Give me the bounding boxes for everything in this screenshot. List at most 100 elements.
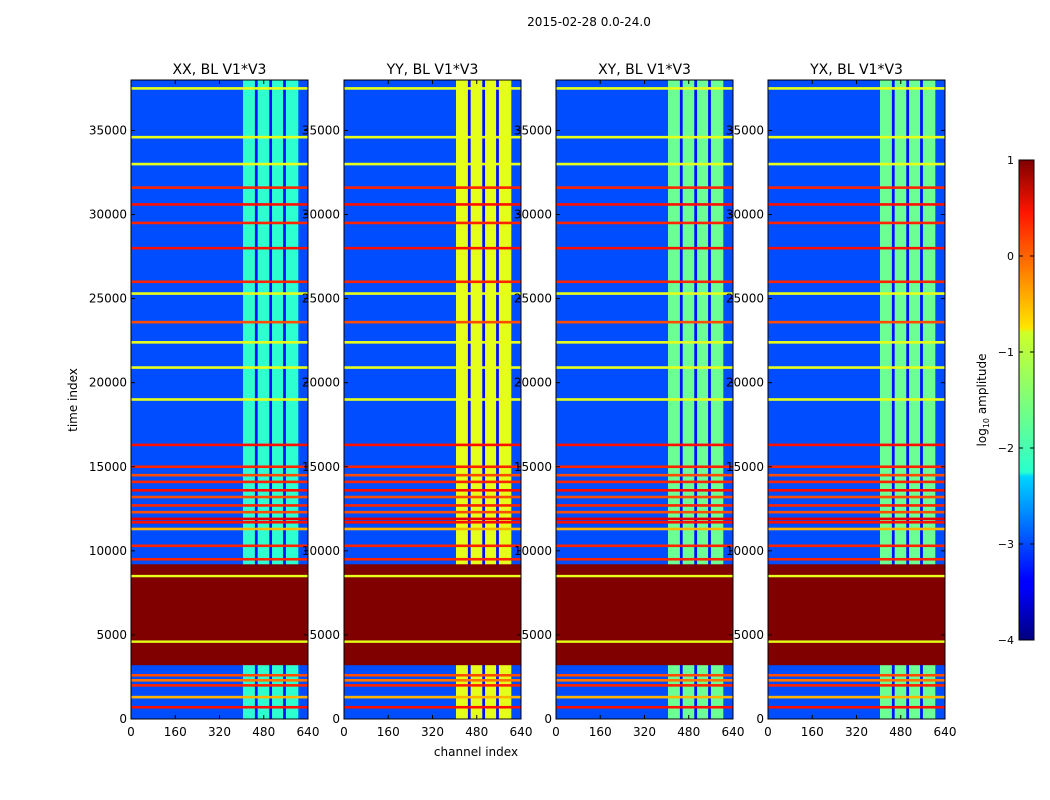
rfi-row bbox=[131, 473, 308, 477]
panels-group: XX, BL V1*V3 0 160 320 480 640 0 5000 10000 15000… bbox=[89, 62, 957, 739]
rfi-row bbox=[131, 398, 308, 401]
rfi-row bbox=[768, 679, 945, 682]
panel-image bbox=[768, 80, 945, 719]
rfi-row bbox=[131, 705, 308, 709]
y-tick-label: 15000 bbox=[726, 460, 764, 474]
rfi-row bbox=[556, 465, 733, 469]
colorbar-tick-label: −2 bbox=[998, 442, 1014, 455]
x-tick-label: 480 bbox=[677, 725, 700, 739]
x-tick-label: 0 bbox=[764, 725, 772, 739]
rfi-row bbox=[131, 684, 308, 687]
panel-image bbox=[556, 80, 733, 719]
rfi-row bbox=[556, 473, 733, 477]
y-tick-label: 30000 bbox=[89, 208, 127, 222]
flagged-line bbox=[556, 574, 733, 578]
colorbar: 1 0 −1 −2 −3 −4 log10 amplitude bbox=[975, 154, 1035, 647]
flagged-line bbox=[556, 640, 733, 643]
rfi-row bbox=[344, 162, 521, 166]
rfi-row bbox=[556, 320, 733, 324]
rfi-row bbox=[768, 473, 945, 477]
rfi-row bbox=[768, 186, 945, 189]
panel-image bbox=[344, 80, 521, 719]
rfi-row bbox=[344, 544, 521, 548]
colorbar-tick-label: 1 bbox=[1007, 154, 1014, 167]
rfi-row bbox=[131, 695, 308, 699]
rfi-row bbox=[344, 473, 521, 477]
rfi-row bbox=[344, 510, 521, 514]
colorbar-gradient bbox=[1018, 159, 1035, 641]
panel-2: XY, BL V1*V3 0 160 320 480 640 0 5000 10000 15000… bbox=[514, 62, 745, 739]
rfi-row bbox=[556, 520, 733, 524]
figure-title: 2015-02-28 0.0-24.0 bbox=[527, 15, 651, 29]
rfi-row bbox=[768, 489, 945, 492]
panel-title: YY, BL V1*V3 bbox=[386, 62, 479, 78]
x-tick-label: 160 bbox=[589, 725, 612, 739]
y-tick-label: 20000 bbox=[302, 376, 340, 390]
rfi-row bbox=[556, 398, 733, 401]
y-tick-label: 35000 bbox=[726, 123, 764, 137]
rfi-row bbox=[768, 221, 945, 225]
rfi-row bbox=[344, 527, 521, 531]
y-tick-label: 10000 bbox=[514, 544, 552, 558]
rfi-row bbox=[556, 480, 733, 484]
panel-title: YX, BL V1*V3 bbox=[809, 62, 903, 78]
rfi-row bbox=[768, 480, 945, 484]
panel-0: XX, BL V1*V3 0 160 320 480 640 0 5000 10000 15000… bbox=[89, 62, 320, 739]
rfi-row bbox=[768, 517, 945, 521]
x-tick-label: 160 bbox=[801, 725, 824, 739]
y-tick-label: 30000 bbox=[726, 208, 764, 222]
rfi-row bbox=[131, 320, 308, 324]
y-tick-label: 25000 bbox=[726, 292, 764, 306]
rfi-row bbox=[768, 398, 945, 401]
panel-3: YX, BL V1*V3 0 160 320 480 640 0 5000 10000 15000… bbox=[726, 62, 957, 739]
y-tick-label: 20000 bbox=[514, 376, 552, 390]
rfi-row bbox=[131, 203, 308, 206]
x-tick-label: 640 bbox=[510, 725, 533, 739]
rfi-row bbox=[556, 679, 733, 682]
colorbar-tick-label: −3 bbox=[998, 538, 1014, 551]
rfi-row bbox=[768, 520, 945, 524]
rfi-row bbox=[768, 510, 945, 514]
rfi-row bbox=[768, 443, 945, 447]
y-axis-label: time index bbox=[66, 368, 80, 432]
rfi-row bbox=[556, 673, 733, 677]
rfi-row bbox=[131, 544, 308, 548]
rfi-row bbox=[131, 186, 308, 189]
x-tick-label: 320 bbox=[633, 725, 656, 739]
x-tick-label: 480 bbox=[889, 725, 912, 739]
y-tick-label: 25000 bbox=[302, 292, 340, 306]
flagged-line bbox=[768, 640, 945, 643]
y-tick-label: 25000 bbox=[89, 292, 127, 306]
flagged-line bbox=[131, 574, 308, 578]
y-tick-label: 0 bbox=[332, 712, 340, 726]
y-tick-label: 10000 bbox=[726, 544, 764, 558]
rfi-row bbox=[344, 221, 521, 225]
flagged-block bbox=[768, 564, 945, 666]
flagged-block bbox=[556, 564, 733, 666]
rfi-row bbox=[768, 527, 945, 531]
rfi-row bbox=[768, 705, 945, 709]
rfi-row bbox=[131, 443, 308, 447]
rfi-row bbox=[556, 489, 733, 492]
rfi-row bbox=[768, 135, 945, 139]
rfi-row bbox=[556, 341, 733, 344]
rfi-row bbox=[556, 87, 733, 90]
rfi-row bbox=[344, 135, 521, 139]
y-tick-label: 15000 bbox=[89, 460, 127, 474]
rfi-row bbox=[131, 679, 308, 682]
rfi-row bbox=[344, 557, 521, 561]
rfi-row bbox=[556, 246, 733, 250]
x-tick-label: 160 bbox=[377, 725, 400, 739]
rfi-row bbox=[344, 679, 521, 682]
y-tick-label: 30000 bbox=[514, 208, 552, 222]
rfi-row bbox=[556, 221, 733, 225]
y-tick-label: 5000 bbox=[521, 628, 552, 642]
rfi-row bbox=[556, 292, 733, 295]
y-tick-label: 10000 bbox=[302, 544, 340, 558]
y-tick-label: 5000 bbox=[96, 628, 127, 642]
rfi-row bbox=[344, 366, 521, 369]
rfi-row bbox=[344, 292, 521, 295]
rfi-row bbox=[131, 504, 308, 507]
rfi-row bbox=[131, 135, 308, 139]
